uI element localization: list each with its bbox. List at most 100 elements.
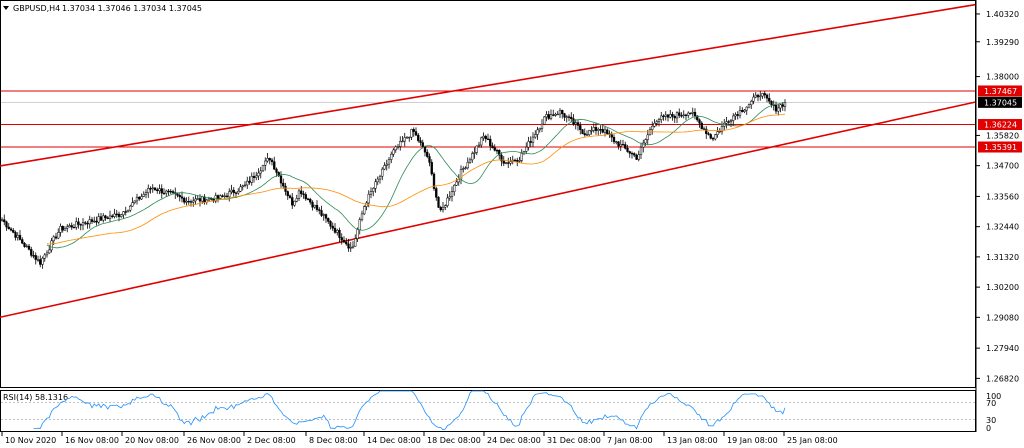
- candle-body: [360, 213, 364, 220]
- candle-body: [662, 115, 665, 117]
- candle-body: [475, 145, 478, 153]
- level-price-tag: [978, 141, 1022, 153]
- candle-body: [498, 150, 501, 156]
- candle-body: [187, 200, 190, 203]
- candle-body: [43, 254, 46, 259]
- candle-body: [538, 128, 541, 131]
- candle-body: [385, 163, 388, 166]
- candle-body: [5, 221, 8, 228]
- candle-body: [52, 236, 55, 242]
- candle-body: [754, 94, 757, 98]
- candle-body: [725, 121, 728, 124]
- candle-body: [435, 188, 438, 198]
- candle-body: [237, 190, 240, 194]
- candle-body: [342, 239, 346, 243]
- candle-body: [108, 215, 112, 219]
- price-axis: 1.40320 1.39290 1.38000 1.35820 1.34700 1.335…: [976, 10, 1019, 383]
- price-tick-label: 1.34700: [986, 162, 1019, 171]
- chevron-down-icon[interactable]: [3, 6, 9, 10]
- candle-body: [653, 123, 656, 127]
- channel-lower-line[interactable]: [0, 101, 976, 319]
- candle-body: [714, 134, 717, 140]
- candle-body: [423, 146, 427, 153]
- candle-body: [120, 214, 123, 217]
- candle-body: [70, 225, 73, 228]
- ohlc-values: 1.37034 1.37046 1.37034 1.37045: [62, 4, 202, 13]
- candle-body: [176, 193, 179, 196]
- candle-body: [286, 191, 289, 197]
- candle-body: [369, 191, 373, 195]
- price-tick-label: 1.27940: [986, 344, 1019, 353]
- candle-body: [457, 178, 460, 183]
- candle-body: [160, 188, 163, 194]
- time-tick-label: 10 Nov 2020: [5, 436, 56, 445]
- candle-body: [759, 95, 762, 98]
- candle-body: [750, 100, 753, 105]
- candle-body: [241, 185, 244, 188]
- candle-body: [275, 168, 278, 173]
- candle-body: [57, 232, 60, 239]
- candle-body: [763, 93, 766, 96]
- candle-body: [437, 197, 440, 208]
- candle-body: [333, 227, 337, 233]
- candle-body: [664, 114, 667, 117]
- candle-body: [239, 186, 242, 192]
- candle-body: [266, 158, 269, 162]
- candle-body: [102, 215, 105, 221]
- candle-body: [770, 101, 773, 106]
- candle-body: [563, 113, 566, 118]
- candle-body: [401, 140, 404, 143]
- candle-body: [513, 159, 517, 162]
- candle-body: [684, 114, 688, 116]
- candle-body: [394, 146, 397, 151]
- candle-body: [615, 141, 618, 143]
- candle-body: [482, 135, 485, 139]
- candle-body: [417, 134, 420, 141]
- candle-body: [410, 129, 413, 138]
- candle-body: [59, 225, 62, 233]
- horizontal-levels: [1, 90, 975, 148]
- candle-body: [273, 161, 276, 170]
- candle-body: [651, 125, 654, 130]
- candle-body: [21, 239, 24, 244]
- candle-body: [268, 158, 271, 161]
- candle-body: [718, 130, 721, 133]
- candle-body: [439, 207, 442, 211]
- candle-body: [180, 196, 184, 199]
- candle-body: [295, 198, 298, 202]
- candle-body: [507, 162, 510, 164]
- candle-body: [630, 152, 634, 155]
- candle-body: [142, 193, 145, 197]
- level-price-tag: [978, 119, 1022, 131]
- candle-body: [345, 241, 348, 245]
- candle-body: [95, 220, 98, 223]
- candle-body: [351, 245, 355, 248]
- candle-body: [336, 229, 339, 233]
- candle-body: [484, 135, 487, 140]
- candle-body: [549, 114, 553, 119]
- candle-body: [25, 245, 28, 248]
- candle-body: [660, 115, 663, 120]
- candle-body: [50, 240, 53, 251]
- candle-body: [97, 216, 100, 223]
- candle-body: [248, 180, 251, 183]
- candle-body: [347, 243, 350, 249]
- channel-upper-line[interactable]: [0, 3, 976, 167]
- candle-body: [597, 129, 600, 131]
- candle-body: [149, 188, 152, 190]
- candle-body: [106, 217, 109, 219]
- candle-body: [228, 191, 231, 198]
- candle-body: [126, 209, 130, 213]
- candle-body: [282, 182, 285, 187]
- candle-body: [302, 193, 305, 195]
- candle-body: [34, 255, 37, 260]
- candle-body: [306, 198, 310, 200]
- candle-body: [635, 154, 638, 160]
- candle-body: [320, 210, 323, 216]
- candle-body: [543, 116, 546, 125]
- rsi-tick-30: 30: [986, 416, 996, 425]
- candle-body: [230, 189, 233, 193]
- candle-body: [495, 150, 499, 152]
- candle-body: [444, 205, 447, 208]
